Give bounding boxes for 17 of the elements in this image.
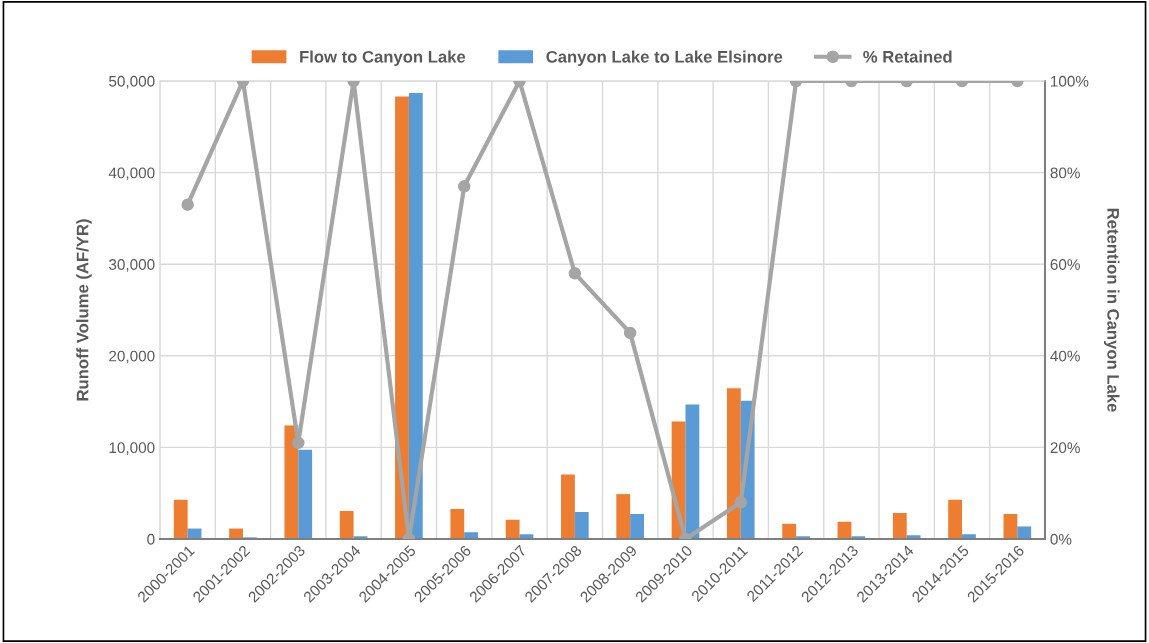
y-axis-title: Runoff Volume (AF/YR) <box>76 219 92 401</box>
y-tick-label: 40,000 <box>108 167 155 181</box>
y-tick-label: 20,000 <box>109 350 155 364</box>
y2-tick-label: 80% <box>1050 167 1080 179</box>
legend-label: Canyon Lake to Lake Elsinore <box>546 50 783 66</box>
y-tick-label: 30,000 <box>109 259 155 272</box>
y2-tick-label: 60% <box>1050 259 1080 270</box>
legend-label: Flow to Canyon Lake <box>300 50 466 66</box>
y2-tick-label: 0% <box>1050 533 1072 545</box>
y2-axis-title: Retention in Canyon Lake <box>1103 208 1120 412</box>
legend-label: % Retained <box>863 50 952 63</box>
y2-tick-label: 40% <box>1050 350 1080 362</box>
y-tick-label: 10,000 <box>109 442 155 455</box>
y-tick-label: 50,000 <box>109 75 155 89</box>
y2-tick-label: 100% <box>1051 75 1089 87</box>
y-tick-label: 0 <box>147 533 155 545</box>
y2-tick-label: 20% <box>1050 442 1080 454</box>
